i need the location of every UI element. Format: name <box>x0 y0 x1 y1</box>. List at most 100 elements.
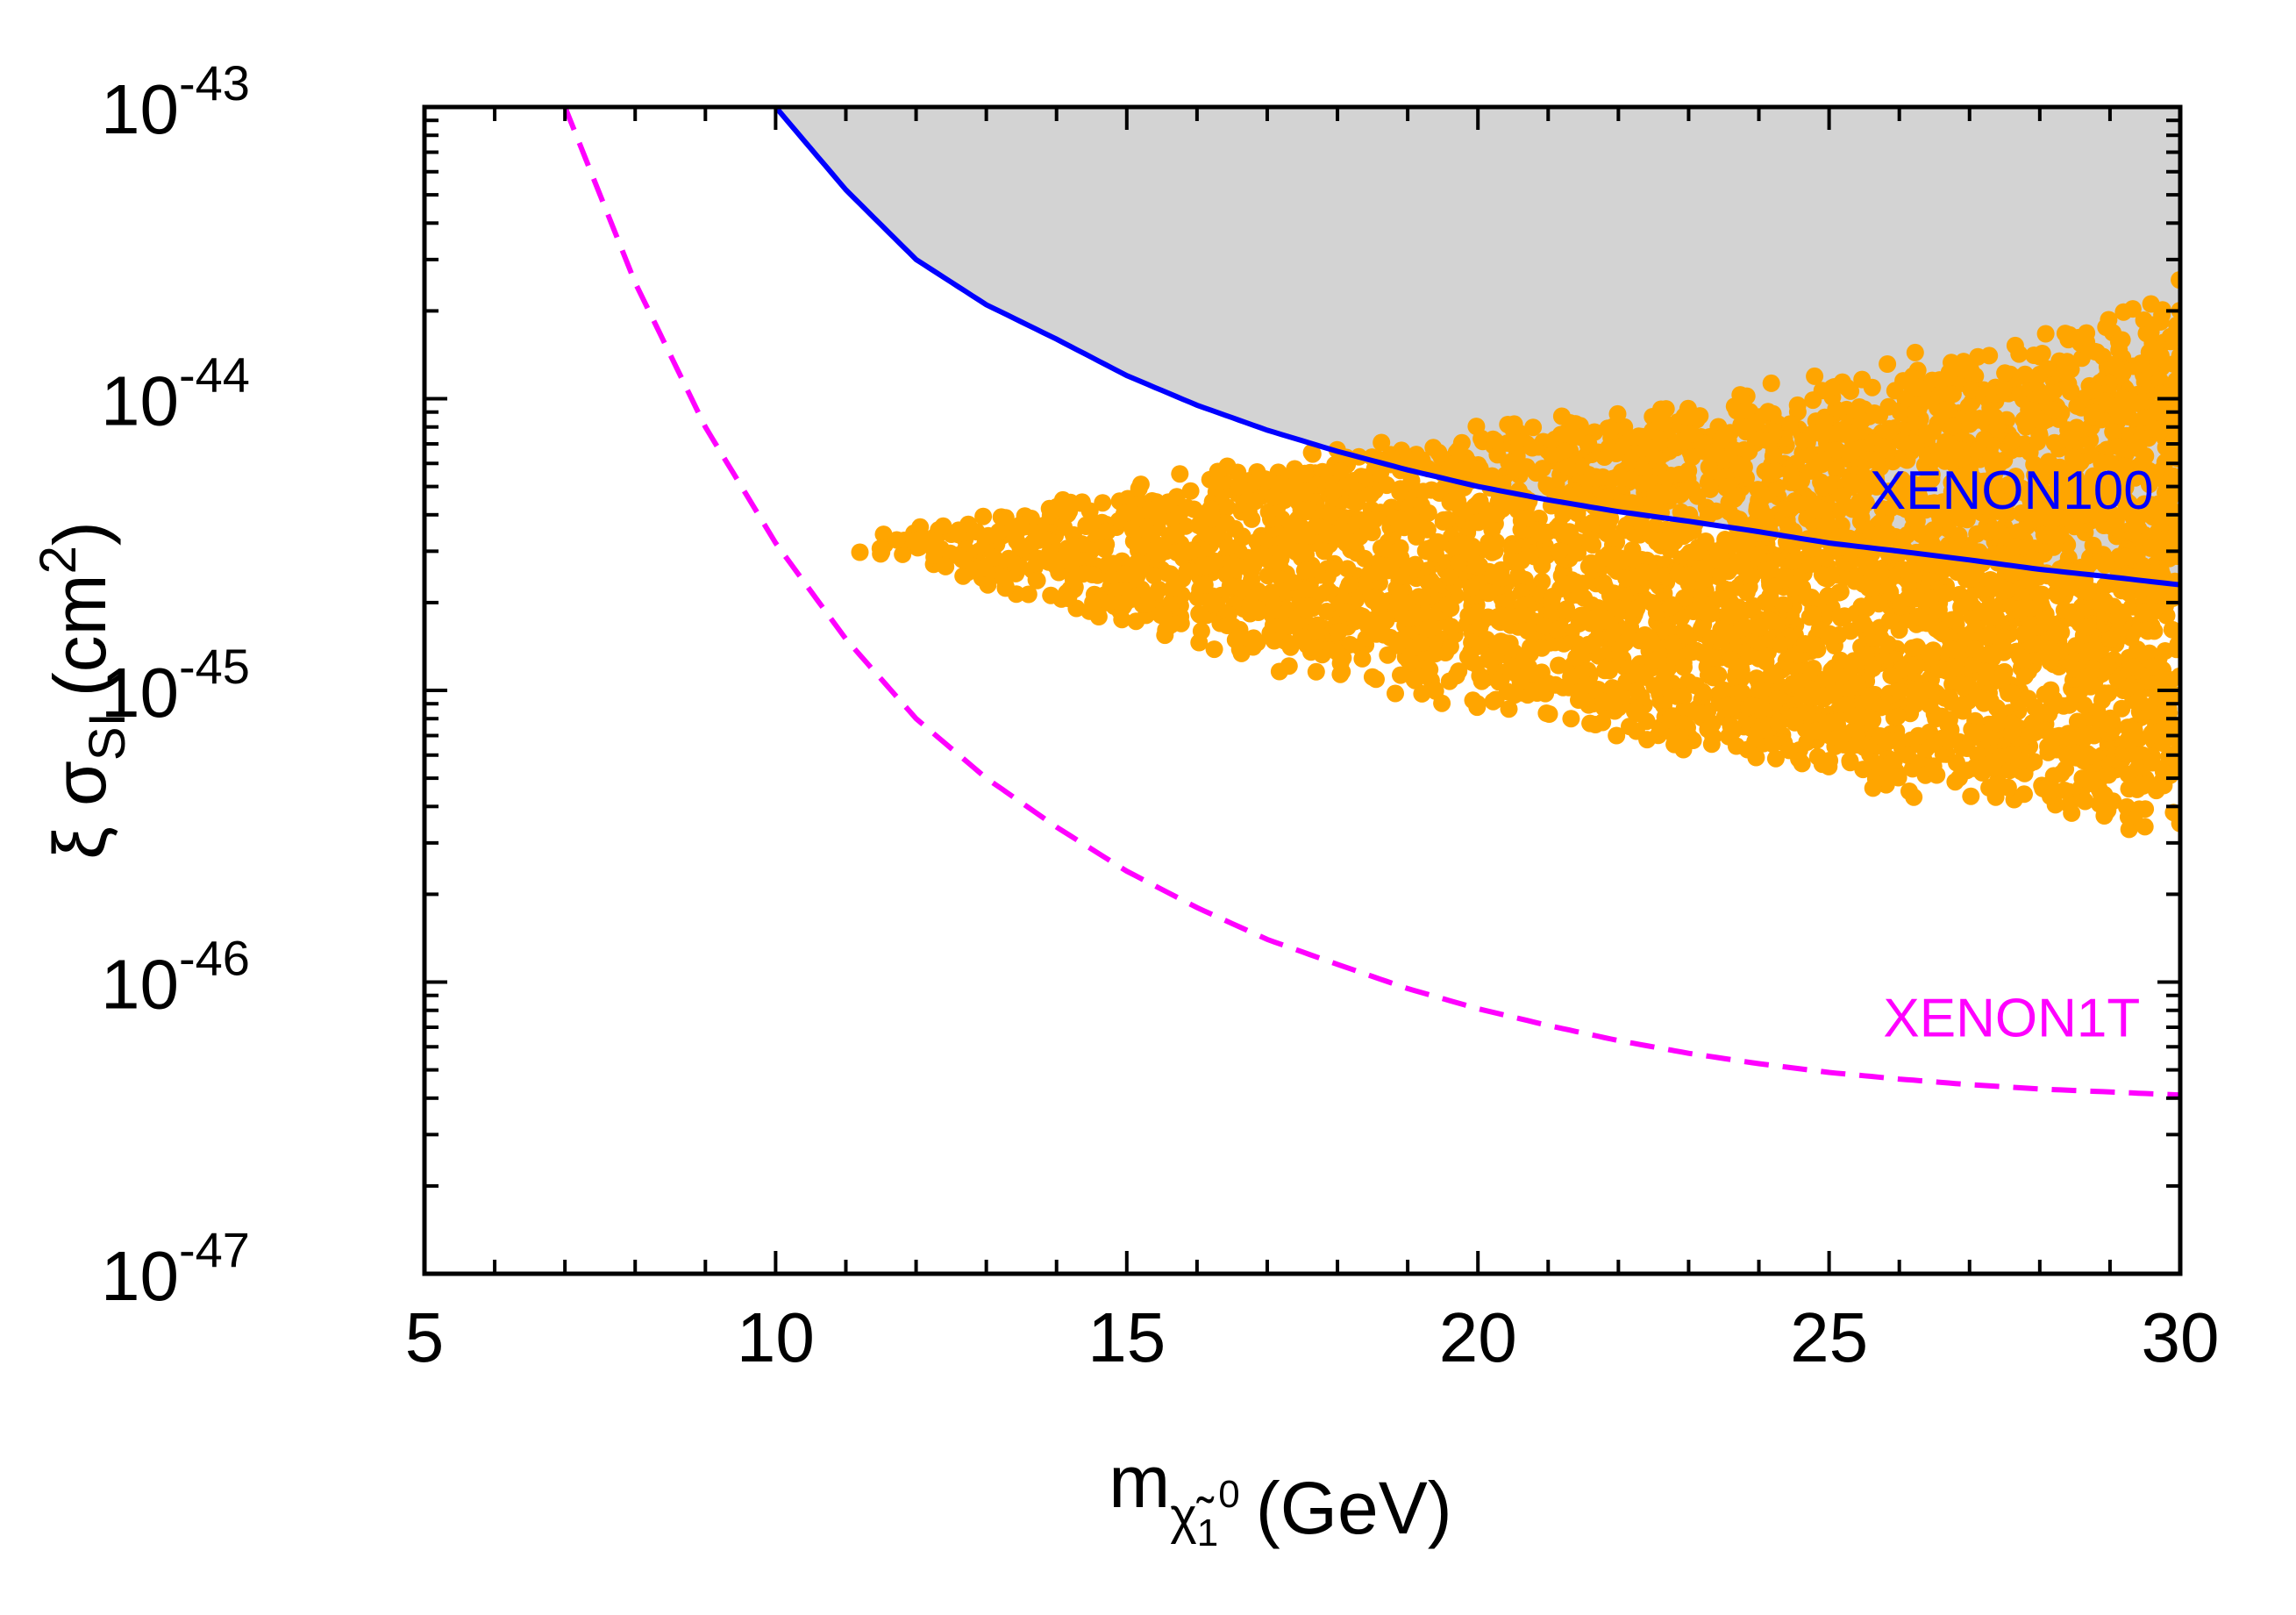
scatter-point <box>1558 600 1576 618</box>
scatter-point <box>2079 618 2097 636</box>
scatter-point <box>1377 611 1395 630</box>
scatter-point <box>1626 703 1644 721</box>
scatter-point <box>1994 380 2013 398</box>
scatter-point <box>1634 663 1652 682</box>
scatter-point <box>1854 761 1872 779</box>
scatter-point <box>1732 416 1751 434</box>
scatter-point <box>2154 734 2172 753</box>
scatter-point <box>1307 662 1325 681</box>
scatter-point <box>1358 617 1377 635</box>
scatter-point <box>1160 526 1179 545</box>
scatter-point <box>1918 614 1936 632</box>
scatter-point <box>1832 667 1850 685</box>
annotation-xenon1t: XENON1T <box>1883 989 2140 1049</box>
scatter-point <box>1649 650 1667 668</box>
scatter-point <box>2064 448 2082 467</box>
axis-ticks <box>423 107 2182 1276</box>
scatter-point <box>1896 389 1915 408</box>
scatter-point <box>1094 494 1112 512</box>
y-tick-label: 10-43 <box>101 55 250 148</box>
scatter-point <box>1450 441 1468 460</box>
scatter-point <box>1806 722 1824 740</box>
x-axis-title-sub-sup: 0 <box>1218 1473 1239 1516</box>
scatter-point <box>1834 420 1852 439</box>
scatter-point <box>1731 386 1750 404</box>
scatter-point <box>1543 447 1561 464</box>
scatter-point <box>2100 766 2118 784</box>
scatter-point <box>1732 661 1751 680</box>
scatter-point <box>1510 433 1528 452</box>
scatter-point <box>1011 516 1030 534</box>
scatter-point <box>954 567 973 585</box>
x-axis-title-main: m <box>1109 1440 1170 1523</box>
scatter-point <box>2132 354 2150 373</box>
scatter-point <box>1438 597 1456 614</box>
scatter-point <box>1645 676 1664 695</box>
scatter-point <box>1423 481 1441 499</box>
scatter-point <box>1419 574 1437 592</box>
scatter-point <box>1221 576 1239 595</box>
scatter-point <box>1748 502 1766 519</box>
scatter-point <box>1324 482 1343 501</box>
scatter-point <box>2077 505 2094 524</box>
scatter-point <box>1330 623 1348 641</box>
scatter-point <box>1272 550 1290 568</box>
scatter-point <box>1480 583 1498 602</box>
scatter-point <box>1909 726 1928 745</box>
scatter-point <box>1726 441 1743 460</box>
scatter-point <box>1815 686 1833 704</box>
y-tick-base: 10 <box>101 362 179 440</box>
scatter-point <box>1518 622 1537 640</box>
scatter-point <box>1814 451 1832 469</box>
scatter-point <box>1656 663 1674 682</box>
scatter-point <box>1928 766 1946 784</box>
scatter-point <box>1737 583 1756 602</box>
scatter-point <box>1796 635 1815 653</box>
scatter-point <box>1699 506 1717 525</box>
scatter-point <box>1718 478 1736 497</box>
scatter-point <box>1766 461 1785 480</box>
scatter-point <box>1509 566 1528 584</box>
scatter-point <box>1599 545 1617 563</box>
scatter-point <box>2130 800 2149 818</box>
scatter-point <box>2171 271 2180 289</box>
scatter-point <box>1305 639 1323 657</box>
scatter-point <box>1935 561 1953 579</box>
scatter-point <box>1628 599 1646 618</box>
scatter-point <box>1729 455 1747 474</box>
scatter-point <box>2007 538 2026 556</box>
scatter-point <box>1801 555 1820 574</box>
scatter-point <box>1748 546 1766 564</box>
scatter-point <box>2109 438 2128 456</box>
scatter-point <box>1371 594 1389 612</box>
scatter-point <box>1854 709 1872 727</box>
scatter-point <box>1742 697 1760 715</box>
scatter-point <box>1581 614 1600 632</box>
scatter-point <box>1493 606 1511 625</box>
scatter-point <box>1040 544 1059 562</box>
scatter-point <box>1249 600 1267 618</box>
scatter-point <box>1440 568 1458 586</box>
scatter-point <box>1509 553 1528 571</box>
scatter-point <box>1899 746 1916 764</box>
scatter-point <box>1936 432 1955 451</box>
scatter-point <box>1679 525 1697 543</box>
scatter-point <box>1769 714 1787 732</box>
scatter-point <box>1391 483 1409 501</box>
scatter-point <box>1683 479 1701 497</box>
scatter-point <box>2144 316 2162 334</box>
scatter-point <box>1764 735 1782 754</box>
scatter-point <box>1972 603 1991 621</box>
scatter-point <box>1467 554 1486 573</box>
scatter-point <box>1338 560 1357 578</box>
scatter-point <box>1409 588 1428 606</box>
scatter-point <box>1955 510 1973 528</box>
scatter-point <box>2050 623 2069 641</box>
scatter-point <box>2071 727 2089 746</box>
scatter-point <box>1599 516 1617 534</box>
scatter-point <box>1781 464 1800 482</box>
scatter-point <box>1821 628 1839 647</box>
scatter-point <box>1453 461 1471 480</box>
scatter-point <box>2035 721 2053 740</box>
scatter-point <box>1647 604 1665 621</box>
